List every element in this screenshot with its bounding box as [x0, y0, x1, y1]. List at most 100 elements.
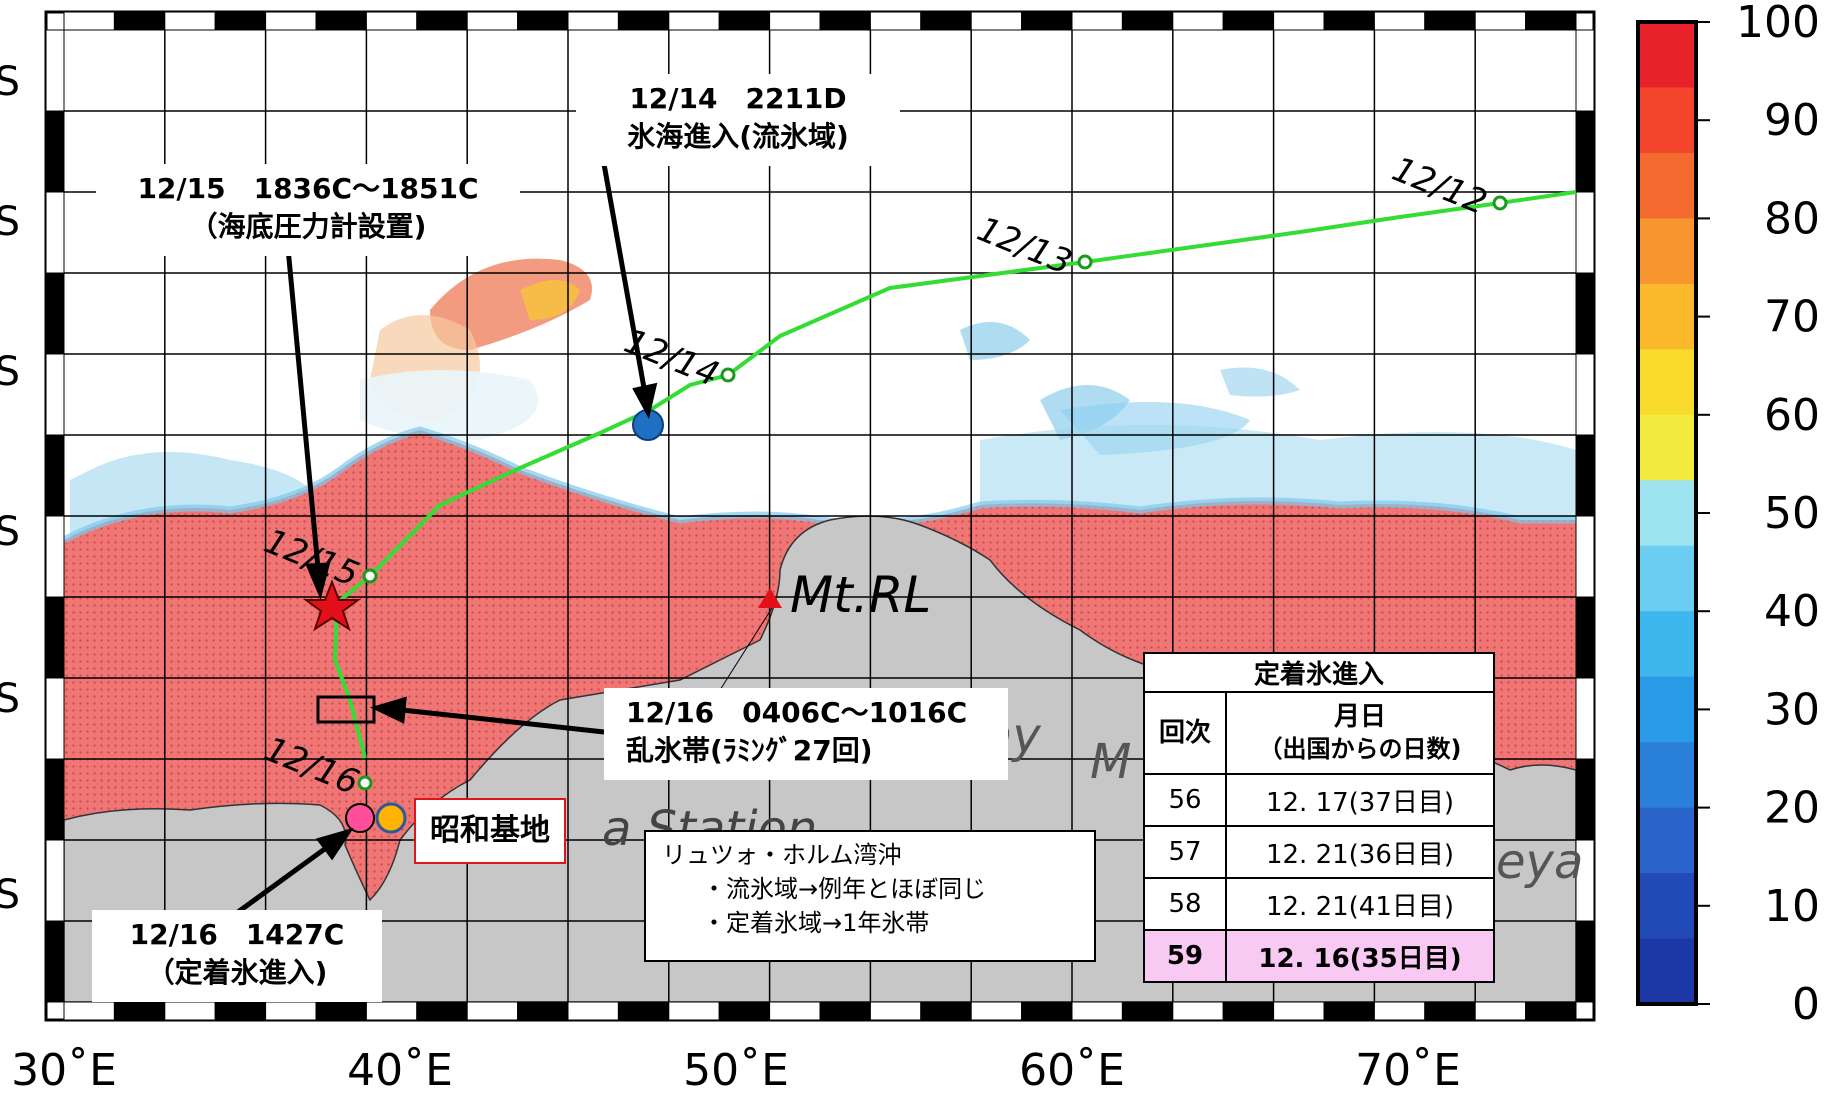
border-tick [45, 191, 65, 274]
border-tick [416, 1001, 468, 1021]
arrow-pressure-gauge-head [305, 562, 331, 600]
border-tick [1121, 11, 1174, 31]
colorbar-segment [1638, 87, 1696, 154]
lat-tick-label: S [0, 509, 20, 555]
border-tick [214, 1001, 267, 1021]
table-row: 58 12. 21(41日目) [1143, 877, 1495, 931]
col-header-voyage: 回次 [1143, 691, 1227, 775]
colorbar-segment [1638, 218, 1696, 285]
border-ticks [45, 11, 1595, 1021]
col-header-date-line-2: （出国からの日数) [1258, 735, 1462, 763]
border-tick [970, 1001, 1023, 1021]
row-voyage: 56 [1143, 773, 1227, 827]
border-tick [45, 353, 65, 436]
border-tick [718, 1001, 771, 1021]
pressure-gauge-line-1: 12/15 1836C～1851C [137, 172, 479, 205]
border-tick [1575, 353, 1595, 436]
ice-sea-entry-callout: 12/14 2211D 氷海進入(流氷域) [576, 74, 900, 166]
border-tick [1222, 1001, 1275, 1021]
border-tick [517, 11, 569, 31]
row-voyage: 57 [1143, 825, 1227, 879]
border-tick [1071, 1001, 1123, 1021]
col-header-date: 月日 （出国からの日数) [1225, 691, 1495, 775]
colorbar-segment [1638, 807, 1696, 874]
border-tick [1323, 11, 1375, 31]
track-marker-12-14 [720, 367, 736, 383]
note-line-1: リュツォ・ホルム湾沖 [662, 841, 902, 869]
arrow-hummock-zone [401, 707, 605, 735]
colorbar-segment [1638, 480, 1696, 547]
border-tick [920, 11, 972, 31]
arrow-pressure-gauge [285, 247, 321, 569]
note-line-3: ・定着氷域→1年氷帯 [702, 909, 930, 937]
border-tick [45, 272, 65, 355]
lutzow-holm-note: リュツォ・ホルム湾沖 ・流氷域→例年とほぼ同じ ・定着氷域→1年氷帯 [644, 830, 1096, 962]
colorbar-segment [1638, 742, 1696, 809]
mt-rl-label: Mt.RL [790, 566, 931, 624]
border-tick [265, 1001, 317, 1021]
fast-ice-entry-table: 定着氷進入 回次 月日 （出国からの日数) 56 12. 17(37日目) 57… [1143, 652, 1495, 983]
syowa-station-label: 昭和基地 [414, 798, 566, 864]
border-tick [466, 1001, 519, 1021]
border-tick [45, 515, 65, 598]
border-tick [164, 1001, 216, 1021]
border-tick [819, 1001, 871, 1021]
border-tick [265, 11, 317, 31]
border-tick [1525, 11, 1577, 31]
border-tick [617, 1001, 670, 1021]
border-tick [920, 1001, 972, 1021]
arrow-ice-sea-entry-head [632, 382, 658, 419]
hummock-zone-line-2: 乱氷帯(ﾗﾐﾝｸﾞ27回) [626, 734, 873, 767]
mt-rl-leader [719, 607, 773, 691]
border-tick [769, 1001, 821, 1021]
border-tick [1525, 1001, 1577, 1021]
border-tick [113, 1001, 166, 1021]
border-tick [1575, 515, 1595, 598]
pressure-gauge-callout: 12/15 1836C～1851C （海底圧力計設置) [96, 164, 520, 256]
border-tick [1474, 11, 1527, 31]
border-tick [1575, 29, 1595, 112]
colorbar-segment [1638, 152, 1696, 219]
border-tick [1575, 596, 1595, 679]
border-tick [164, 11, 216, 31]
border-tick [1373, 1001, 1426, 1021]
table-row: 56 12. 17(37日目) [1143, 773, 1495, 827]
colorbar-tick-label: 0 [1792, 979, 1820, 1030]
row-date: 12. 16(35日目) [1225, 929, 1495, 983]
colorbar-segment [1638, 545, 1696, 612]
lat-tick-label: S [0, 59, 20, 105]
lon-tick-label: 50˚E [683, 1045, 789, 1095]
border-tick [1273, 11, 1325, 31]
fast-ice-entry-callout: 12/16 1427C （定着氷進入) [92, 910, 382, 1002]
lon-labels: 30˚E 40˚E 50˚E 60˚E 70˚E [11, 1045, 1461, 1095]
lat-tick-label: S [0, 676, 20, 722]
track-marker-12-12 [1492, 195, 1508, 211]
track-marker-12-15 [362, 568, 378, 584]
border-tick [466, 11, 519, 31]
border-tick [1575, 434, 1595, 517]
row-date: 12. 17(37日目) [1225, 773, 1495, 827]
border-tick [315, 1001, 367, 1021]
border-tick [1575, 110, 1595, 193]
border-tick [970, 11, 1023, 31]
row-voyage: 59 [1143, 929, 1227, 983]
table-row: 57 12. 21(36日目) [1143, 825, 1495, 879]
colorbar-tick-label: 30 [1764, 684, 1820, 735]
lon-tick-label: 30˚E [11, 1045, 117, 1095]
border-tick [1222, 11, 1275, 31]
lon-tick-label: 60˚E [1019, 1045, 1125, 1095]
colorbar-segment [1638, 676, 1696, 743]
colorbar-tick-label: 60 [1764, 390, 1820, 441]
border-tick [869, 1001, 922, 1021]
border-tick [567, 11, 619, 31]
map-fragment-eya: eya [1496, 834, 1583, 890]
border-tick [45, 596, 65, 679]
lat-tick-label: S [0, 872, 20, 918]
border-tick [617, 11, 670, 31]
ice-sea-entry-line-2: 氷海進入(流氷域) [627, 120, 849, 153]
border-tick [1071, 11, 1123, 31]
border-tick [365, 1001, 418, 1021]
lat-labels: S S S S S S [0, 59, 20, 918]
hummock-zone-line-1: 12/16 0406C～1016C [626, 696, 968, 729]
